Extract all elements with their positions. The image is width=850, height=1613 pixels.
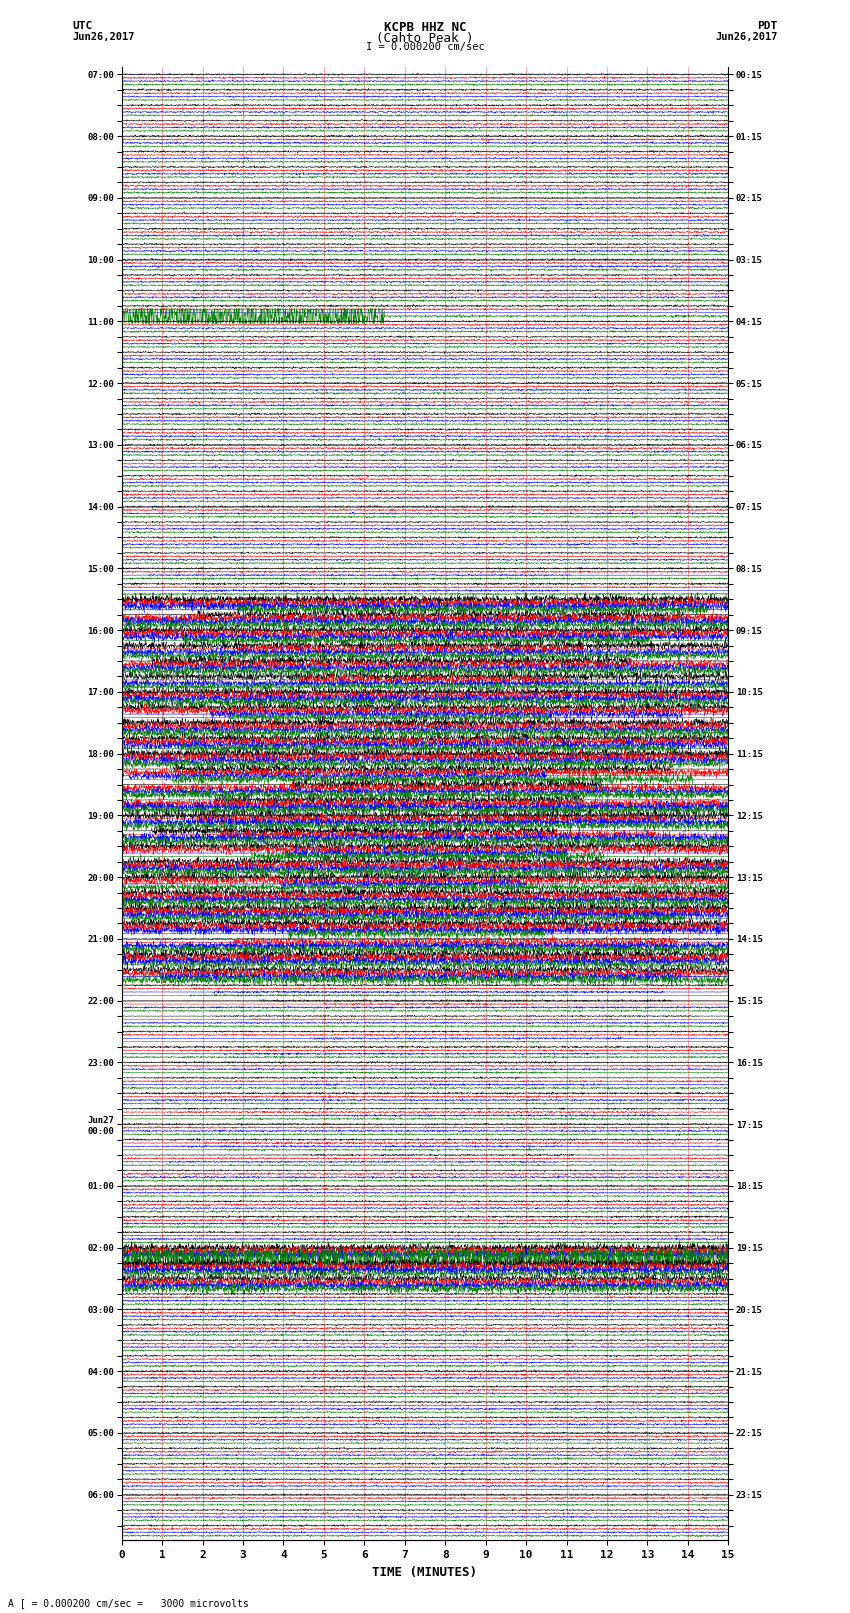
Text: UTC: UTC	[72, 21, 93, 31]
Text: Jun26,2017: Jun26,2017	[72, 32, 135, 42]
Text: I = 0.000200 cm/sec: I = 0.000200 cm/sec	[366, 42, 484, 52]
Text: Jun26,2017: Jun26,2017	[715, 32, 778, 42]
Text: KCPB HHZ NC: KCPB HHZ NC	[383, 21, 467, 34]
Text: PDT: PDT	[757, 21, 778, 31]
Text: A [ = 0.000200 cm/sec =   3000 microvolts: A [ = 0.000200 cm/sec = 3000 microvolts	[8, 1598, 249, 1608]
X-axis label: TIME (MINUTES): TIME (MINUTES)	[372, 1566, 478, 1579]
Text: (Cahto Peak ): (Cahto Peak )	[377, 32, 473, 45]
